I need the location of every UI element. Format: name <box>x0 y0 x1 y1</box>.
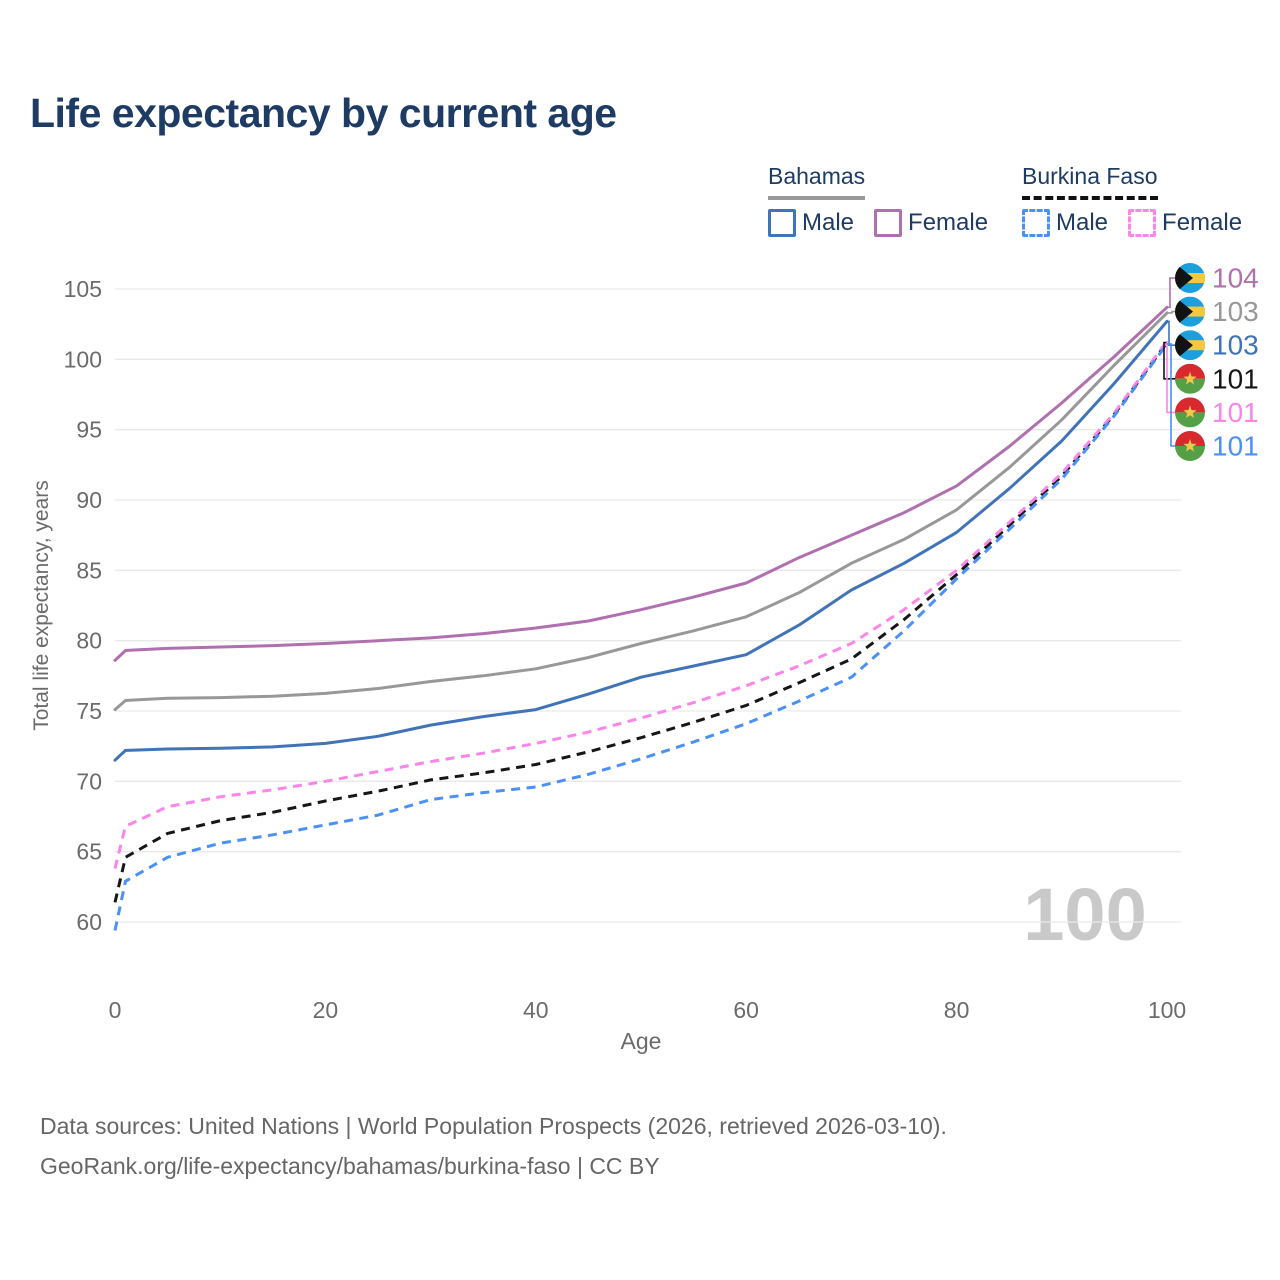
x-axis-title: Age <box>621 1028 662 1054</box>
end-value-label-bahamas-female: 104 <box>1212 263 1259 294</box>
x-tick-label: 0 <box>109 997 122 1023</box>
line-burkina-total <box>113 341 1169 903</box>
legend-item-label: Male <box>1056 209 1109 236</box>
y-tick-label: 80 <box>76 628 102 654</box>
end-value-label-bahamas-male: 103 <box>1212 330 1259 361</box>
y-axis-title: Total life expectancy, years <box>30 480 53 731</box>
legend-swatch-bahamas-female <box>874 209 903 237</box>
x-tick-label: 100 <box>1148 997 1186 1023</box>
y-tick-label: 90 <box>76 487 102 513</box>
flag-bahamas-icon <box>1175 296 1205 327</box>
legend-item-label: Female <box>908 209 989 236</box>
end-value-label-burkina-male: 101 <box>1212 431 1259 462</box>
y-tick-label: 95 <box>76 417 102 443</box>
legend-group-burkina-faso: Burkina Faso Male Female <box>1022 163 1242 237</box>
age-watermark: 100 <box>1023 873 1146 956</box>
flag-burkina-icon <box>1175 397 1205 428</box>
line-bahamas-total <box>113 311 1169 712</box>
y-tick-label: 100 <box>64 346 102 372</box>
legend-item-bahamas-female[interactable]: Female <box>874 209 988 237</box>
legend-group-title-bahamas: Bahamas <box>768 163 866 200</box>
footer-attribution: GeoRank.org/life-expectancy/bahamas/burk… <box>40 1153 660 1179</box>
flag-burkina-icon <box>1175 431 1205 461</box>
leader-line-bahamas-total <box>1167 310 1176 314</box>
legend-swatch-burkina-female <box>1128 209 1157 237</box>
y-tick-label: 60 <box>76 909 102 935</box>
legend-group-bahamas: Bahamas Male Female <box>768 163 988 237</box>
flag-burkina-icon <box>1175 363 1205 394</box>
legend-item-bahamas-male[interactable]: Male <box>768 209 854 237</box>
x-tick-label: 60 <box>733 997 759 1023</box>
leader-line-bahamas-male <box>1167 320 1176 346</box>
x-tick-label: 80 <box>944 997 970 1023</box>
legend-item-burkina-male[interactable]: Male <box>1022 209 1108 237</box>
x-tick-label: 40 <box>523 997 549 1023</box>
legend-swatch-burkina-male <box>1022 209 1050 237</box>
end-value-label-bahamas-total: 103 <box>1212 296 1259 327</box>
footer-data-sources: Data sources: United Nations | World Pop… <box>40 1113 947 1139</box>
x-tick-label: 20 <box>313 997 339 1023</box>
y-tick-label: 70 <box>76 768 102 794</box>
leader-line-burkina-male <box>1167 343 1176 447</box>
legend-item-label: Male <box>802 209 855 236</box>
leader-line-burkina-total <box>1163 341 1176 380</box>
end-value-label-burkina-total: 101 <box>1212 363 1259 394</box>
line-burkina-female <box>113 340 1169 869</box>
page-title: Life expectancy by current age <box>30 90 617 136</box>
legend-item-label: Female <box>1162 209 1243 236</box>
legend-item-burkina-female[interactable]: Female <box>1128 209 1242 237</box>
legend-swatch-bahamas-male <box>768 209 796 237</box>
y-tick-label: 75 <box>76 698 102 724</box>
leader-line-bahamas-female <box>1167 277 1176 309</box>
leader-line-burkina-female <box>1166 341 1176 414</box>
y-tick-label: 65 <box>76 839 102 865</box>
line-burkina-male <box>113 343 1169 931</box>
legend-group-title-burkina-faso: Burkina Faso <box>1022 163 1158 200</box>
footer: Data sources: United Nations | World Pop… <box>40 1106 947 1186</box>
y-tick-label: 105 <box>64 276 102 302</box>
line-bahamas-male <box>113 319 1169 762</box>
end-value-label-burkina-female: 101 <box>1212 397 1259 428</box>
flag-bahamas-icon <box>1175 330 1205 361</box>
flag-bahamas-icon <box>1175 263 1205 293</box>
y-tick-label: 85 <box>76 557 102 583</box>
line-bahamas-female <box>113 305 1169 662</box>
